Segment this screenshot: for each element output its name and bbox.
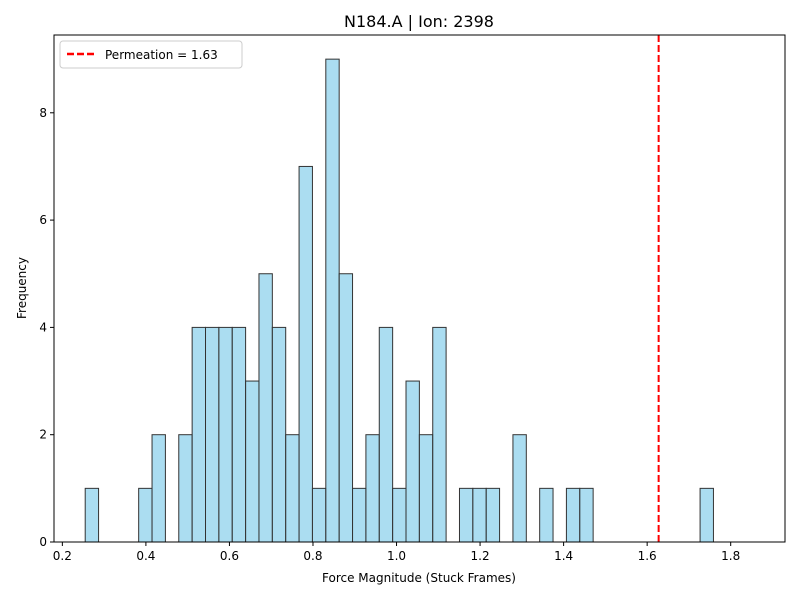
plot-frame <box>53 34 786 543</box>
x-axis-label: Force Magnitude (Stuck Frames) <box>322 571 516 585</box>
histogram-bar <box>325 58 340 543</box>
histogram-bar <box>231 326 247 543</box>
y-axis-ticks: 0 2 4 6 8 <box>39 106 54 549</box>
y-tick-label: 2 <box>39 428 47 442</box>
histogram-bars <box>84 58 714 543</box>
histogram-bar <box>298 165 313 543</box>
y-tick-label: 8 <box>39 106 47 120</box>
legend-box <box>59 40 243 69</box>
y-tick-label: 4 <box>39 320 47 334</box>
y-axis-label: Frequency <box>15 257 29 319</box>
histogram-bar <box>418 434 434 543</box>
histogram-bar <box>392 487 407 543</box>
x-axis-ticks: 0.2 0.4 0.6 0.8 1.0 1.2 1.4 1.6 1.8 <box>53 542 740 563</box>
histogram-bar <box>84 487 100 543</box>
x-tick-label: 1.2 <box>471 549 490 563</box>
histogram-bar <box>378 326 394 543</box>
histogram-bar <box>338 273 354 543</box>
histogram-bar <box>271 326 287 543</box>
x-tick-label: 0.2 <box>53 549 72 563</box>
histogram-bar <box>245 380 260 543</box>
histogram-bar <box>699 487 714 543</box>
histogram-bar <box>178 434 193 543</box>
x-tick-label: 0.4 <box>136 549 155 563</box>
histogram-bar <box>365 434 380 543</box>
histogram-bar <box>539 487 554 543</box>
histogram-bar <box>472 487 487 543</box>
chart-title: N184.A | Ion: 2398 <box>344 12 494 31</box>
histogram-bar <box>191 326 207 543</box>
histogram-bar <box>405 380 420 543</box>
histogram-bar <box>458 487 474 543</box>
histogram-bar <box>485 487 501 543</box>
x-tick-label: 0.6 <box>220 549 239 563</box>
x-tick-label: 1.6 <box>638 549 657 563</box>
histogram-bar <box>258 273 273 543</box>
histogram-bar <box>579 487 594 543</box>
x-tick-label: 1.4 <box>554 549 573 563</box>
x-tick-label: 1.0 <box>387 549 406 563</box>
histogram-bar <box>512 434 527 543</box>
x-tick-label: 1.8 <box>721 549 740 563</box>
histogram-bar <box>432 326 447 543</box>
histogram-bar <box>352 487 367 543</box>
histogram-bar <box>218 326 233 543</box>
legend: Permeation = 1.63 <box>59 40 243 69</box>
histogram-bar <box>565 487 581 543</box>
histogram-bar <box>285 434 300 543</box>
legend-label: Permeation = 1.63 <box>105 48 218 62</box>
x-tick-label: 0.8 <box>303 549 322 563</box>
histogram-bar <box>138 487 153 543</box>
histogram-bar <box>205 326 220 543</box>
y-tick-label: 6 <box>39 213 47 227</box>
histogram-bar <box>151 434 166 543</box>
y-tick-label: 0 <box>39 535 47 549</box>
histogram-bar <box>311 487 327 543</box>
